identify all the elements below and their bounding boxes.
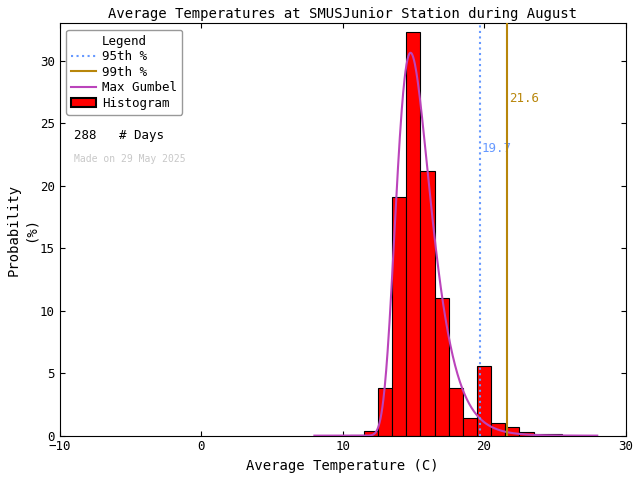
- Text: 21.6: 21.6: [509, 92, 539, 105]
- Bar: [420, 171, 435, 436]
- Bar: [463, 418, 477, 436]
- Bar: [449, 388, 463, 436]
- Bar: [392, 197, 406, 436]
- Text: 288   # Days: 288 # Days: [74, 130, 164, 143]
- Bar: [349, 435, 364, 436]
- Legend: 95th %, 99th %, Max Gumbel, Histogram: 95th %, 99th %, Max Gumbel, Histogram: [66, 30, 182, 115]
- Text: Made on 29 May 2025: Made on 29 May 2025: [74, 154, 186, 164]
- Title: Average Temperatures at SMUSJunior Station during August: Average Temperatures at SMUSJunior Stati…: [108, 7, 577, 21]
- Bar: [378, 388, 392, 436]
- Bar: [506, 427, 520, 436]
- Bar: [491, 423, 506, 436]
- Bar: [534, 434, 548, 436]
- Bar: [435, 298, 449, 436]
- Y-axis label: Probability
(%): Probability (%): [7, 183, 37, 276]
- Text: 19.7: 19.7: [482, 142, 512, 155]
- Bar: [520, 432, 534, 436]
- Bar: [364, 431, 378, 436]
- Bar: [548, 434, 562, 436]
- Bar: [477, 366, 491, 436]
- Bar: [406, 32, 420, 436]
- X-axis label: Average Temperature (C): Average Temperature (C): [246, 459, 439, 473]
